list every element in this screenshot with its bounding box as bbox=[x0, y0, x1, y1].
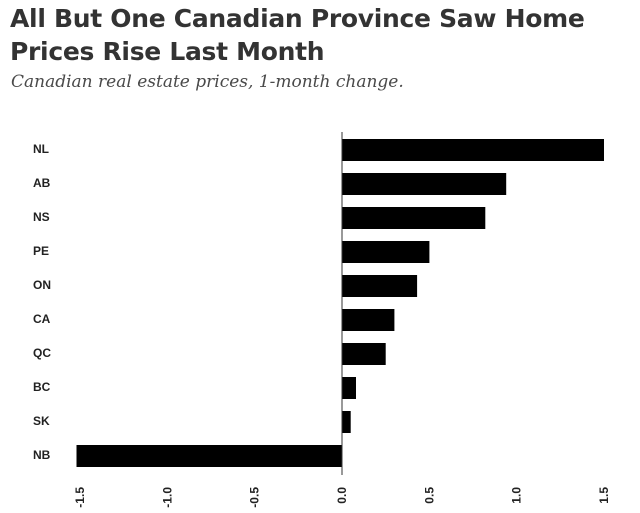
chart-title: All But One Canadian Province Saw Home P… bbox=[10, 4, 585, 66]
category-label-nb: NB bbox=[33, 448, 51, 462]
category-label-sk: SK bbox=[33, 414, 50, 428]
x-tick-label: -1.0 bbox=[160, 487, 174, 508]
category-label-pe: PE bbox=[33, 244, 49, 258]
bar-on bbox=[342, 275, 418, 297]
chart-subtitle: Canadian real estate prices, 1-month cha… bbox=[11, 72, 404, 92]
x-tick-label: 1.0 bbox=[510, 487, 524, 504]
category-label-ca: CA bbox=[33, 312, 51, 326]
bar-pe bbox=[342, 241, 430, 263]
category-label-on: ON bbox=[33, 278, 51, 292]
bar-sk bbox=[342, 411, 351, 433]
x-tick-label: -0.5 bbox=[248, 487, 262, 508]
x-tick-label: 0.0 bbox=[335, 487, 349, 504]
bar-ca bbox=[342, 309, 395, 331]
category-label-ab: AB bbox=[33, 176, 51, 190]
category-labels-group: NL AB NS PE ON CA QC BC SK NB bbox=[33, 142, 51, 462]
tick-labels-group: -1.5 -1.0 -0.5 0.0 0.5 1.0 1.5 bbox=[73, 487, 611, 508]
bar-ns bbox=[342, 207, 486, 229]
bar-qc bbox=[342, 343, 386, 365]
x-tick-label: 0.5 bbox=[422, 487, 436, 504]
x-tick-label: 1.5 bbox=[597, 487, 611, 504]
category-label-nl: NL bbox=[33, 142, 49, 156]
category-label-ns: NS bbox=[33, 210, 50, 224]
bar-nb bbox=[76, 445, 342, 467]
bar-bc bbox=[342, 377, 356, 399]
bars-group bbox=[76, 139, 604, 467]
category-label-bc: BC bbox=[33, 380, 51, 394]
bar-nl bbox=[342, 139, 604, 161]
category-label-qc: QC bbox=[33, 346, 51, 360]
bar-ab bbox=[342, 173, 507, 195]
x-tick-label: -1.5 bbox=[73, 487, 87, 508]
